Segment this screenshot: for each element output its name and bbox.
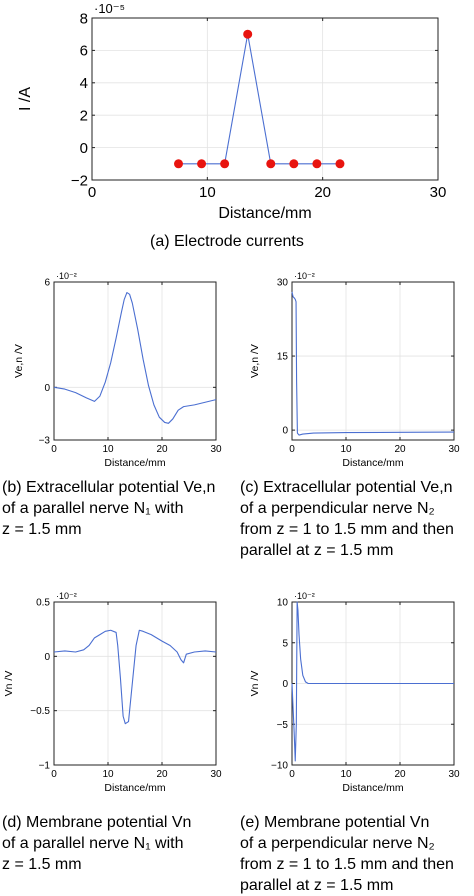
data-point-6 [312,159,322,169]
y-axis-label: Vn /V [3,671,15,697]
y-tick-label-1: 0 [44,383,50,394]
y-tick-label-0: 0 [282,426,288,437]
y-tick-label-1: −5 [277,720,289,731]
x-tick-label-3: 30 [430,184,447,201]
data-point-1 [197,159,207,169]
y-tick-label-3: 5 [282,638,288,649]
x-tick-label-0: 0 [51,769,57,780]
x-axis-label: Distance/mm [104,457,166,469]
y-tick-label-0: −10 [271,761,288,772]
x-axis-label: Distance/mm [104,782,166,794]
exponent-label: ·10⁻⁵ [94,1,125,16]
y-tick-label-2: 0 [282,679,288,690]
x-tick-label-1: 10 [199,184,216,201]
caption-d: (d) Membrane potential Vn of a parallel … [2,814,192,873]
x-tick-label-2: 20 [314,184,331,201]
data-point-5 [289,159,299,169]
chart-2: 0 10 20 30 0 15 30 ·10⁻² Distance/mm Ve,n /V [249,271,460,469]
chart-4: 0 10 20 30 −10 −5 0 5 10 ·10⁻² Distance/mm Vn /V [249,591,460,794]
caption-c: (c) Extracellular potential Ve,n of a pe… [240,479,454,559]
x-tick-label-1: 10 [340,769,352,780]
y-axis-label: Vn /V [249,671,261,697]
caption-e: (e) Membrane potential Vn of a perpendic… [240,814,454,894]
y-tick-label-0: −2 [71,172,88,189]
data-point-0 [174,159,183,169]
exponent-label: ·10⁻² [294,271,315,281]
x-tick-label-1: 10 [102,444,114,455]
chart-3: 0 10 20 30 −1 −0.5 0 0.5 ·10⁻² Distance/mm Vn /V [3,591,222,794]
series-line-0 [291,601,454,762]
data-point-4 [266,159,276,169]
exponent-label: ·10⁻² [56,591,77,601]
series-line-0 [53,291,217,424]
x-axis-label: Distance/mm [342,782,404,794]
data-point-3 [243,29,253,39]
x-tick-label-3: 30 [448,444,460,455]
x-tick-label-0: 0 [88,184,96,201]
caption-b: (b) Extracellular potential Ve,n of a pa… [2,479,216,538]
plot-frame [53,281,217,441]
plot-frame [91,17,439,181]
y-tick-label-2: 30 [277,278,289,289]
y-tick-label-1: −0.5 [30,706,50,717]
x-tick-label-2: 20 [394,769,406,780]
x-tick-label-2: 20 [156,444,168,455]
y-tick-label-0: −1 [39,761,51,772]
y-tick-label-5: 8 [80,10,88,27]
y-axis-label: Ve,n /V [13,344,25,378]
x-tick-label-1: 10 [340,444,352,455]
series-line-0 [53,629,217,725]
plot-frame [53,601,217,766]
x-tick-label-1: 10 [102,769,114,780]
y-tick-label-3: 4 [80,75,88,92]
series-line-0 [178,33,340,165]
y-tick-label-2: 2 [80,107,88,124]
data-point-2 [220,159,230,169]
y-tick-label-4: 6 [80,43,88,60]
y-tick-label-1: 0 [80,140,88,157]
exponent-label: ·10⁻² [56,271,77,281]
y-tick-label-3: 0.5 [36,598,50,609]
series-line-0 [291,291,455,436]
plot-frame [291,281,455,441]
data-point-7 [335,159,345,169]
y-tick-label-4: 10 [277,598,289,609]
y-tick-label-0: −3 [39,436,51,447]
x-tick-label-3: 30 [448,769,460,780]
y-tick-label-2: 0 [44,652,50,663]
y-axis-label: I /A [17,87,34,111]
x-tick-label-2: 20 [394,444,406,455]
y-tick-label-1: 15 [277,352,289,363]
x-tick-label-0: 0 [289,769,295,780]
caption-a: (a) Electrode currents [150,233,304,250]
x-tick-label-3: 30 [210,769,222,780]
exponent-label: ·10⁻² [294,591,315,601]
x-tick-label-0: 0 [289,444,295,455]
y-axis-label: Ve,n /V [249,344,261,378]
x-axis-label: Distance/mm [218,205,311,222]
x-tick-label-0: 0 [51,444,57,455]
y-tick-label-2: 6 [44,278,50,289]
x-tick-label-3: 30 [210,444,222,455]
x-axis-label: Distance/mm [342,457,404,469]
x-tick-label-2: 20 [156,769,168,780]
